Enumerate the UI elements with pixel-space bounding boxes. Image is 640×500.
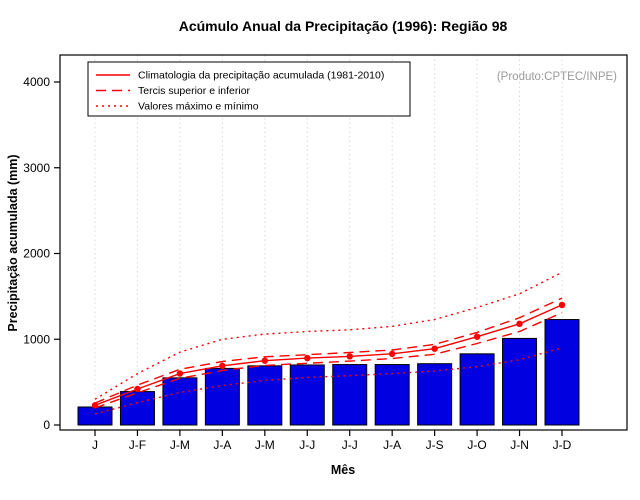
bar xyxy=(544,319,580,426)
x-tick-label: J-M xyxy=(170,438,190,452)
y-tick-label: 2000 xyxy=(23,247,50,261)
x-tick-label: J-A xyxy=(383,438,401,452)
bar xyxy=(332,364,368,426)
legend-box xyxy=(87,61,411,117)
x-tick-label: J-M xyxy=(255,438,275,452)
y-tick-label: 3000 xyxy=(23,161,50,175)
plot-area: 0 1000 2000 3000 4000 J J-F J-M J-A J-M J-J J-J J-A J… xyxy=(23,54,628,452)
series-marker xyxy=(219,362,226,370)
series-line xyxy=(94,304,563,406)
series-marker xyxy=(346,353,353,360)
bar xyxy=(417,363,453,426)
series-marker xyxy=(473,333,481,340)
series-marker xyxy=(431,345,438,352)
x-tick-label: J-D xyxy=(553,438,572,452)
bar xyxy=(204,367,240,426)
plot-frame xyxy=(59,54,628,431)
series-line xyxy=(94,312,563,409)
series-marker xyxy=(304,354,311,362)
series-marker xyxy=(261,357,269,364)
x-tick-label: J-J xyxy=(299,438,315,452)
bar xyxy=(77,406,113,426)
source-annotation: (Produto:CPTEC/INPE) xyxy=(497,71,617,83)
x-tick-label: J-F xyxy=(129,438,146,452)
series-marker xyxy=(558,301,566,309)
x-tick-label: J-S xyxy=(426,438,444,452)
x-tick-label: J-O xyxy=(467,438,486,452)
series-marker xyxy=(388,350,396,358)
series-marker xyxy=(516,320,523,328)
series-marker xyxy=(91,402,99,409)
y-axis-label: Precipitação acumulada (mm) xyxy=(6,154,20,331)
y-tick-label: 4000 xyxy=(23,75,50,89)
bar xyxy=(289,364,325,426)
x-tick-label: J xyxy=(92,438,98,452)
y-tick-label: 1000 xyxy=(23,332,50,346)
x-tick-label: J-N xyxy=(510,438,529,452)
series-marker xyxy=(134,385,141,393)
series-line xyxy=(94,297,563,404)
bar xyxy=(459,353,495,426)
chart-title: Acúmulo Anual da Precipitação (1996): Re… xyxy=(179,18,508,34)
y-tick-label: 0 xyxy=(43,418,50,432)
x-axis-label: Mês xyxy=(331,463,355,477)
legend-label: Climatologia da precipitação acumulada (… xyxy=(138,70,384,82)
bar xyxy=(162,377,198,426)
series-marker xyxy=(176,370,184,377)
x-tick-label: J-J xyxy=(342,438,358,452)
x-tick-label: J-A xyxy=(213,438,231,452)
legend-label: Tercis superior e inferior xyxy=(138,85,251,97)
bar xyxy=(502,337,538,426)
bar xyxy=(247,365,283,426)
legend-label: Valores máximo e mínimo xyxy=(138,101,259,113)
